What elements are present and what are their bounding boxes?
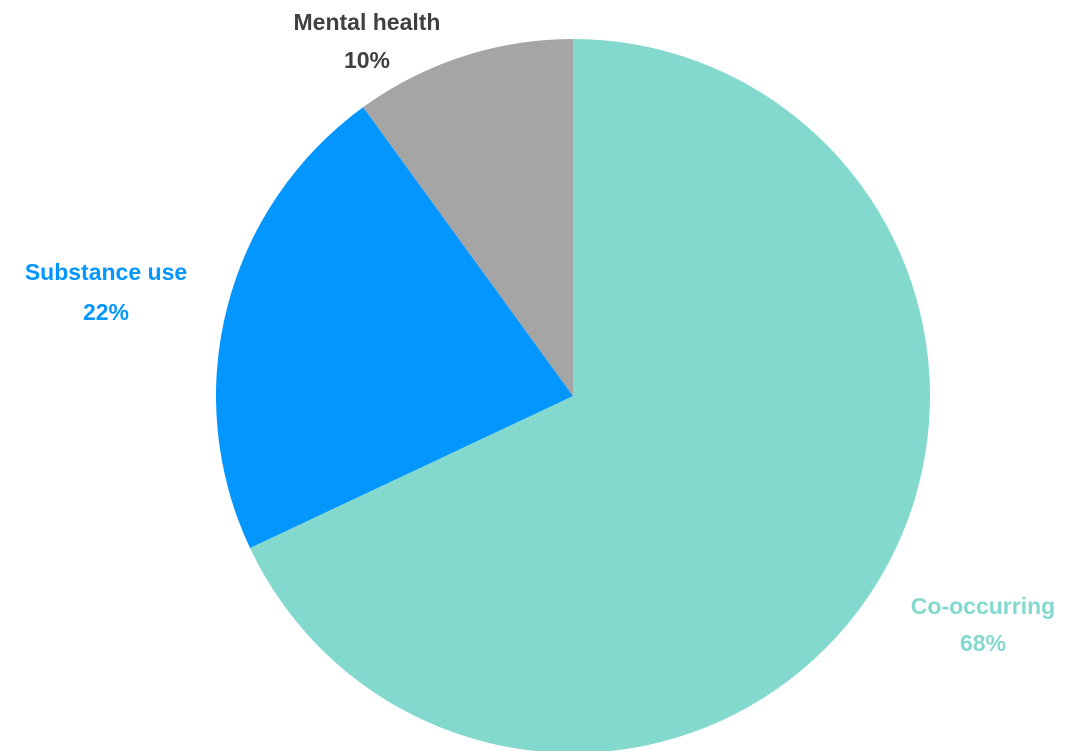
slice-value-substance-use: 22% (83, 299, 129, 325)
pie-slices (216, 38, 931, 753)
pie-labels: Co-occurring 68% Substance use 22% Mental he… (25, 9, 1055, 656)
pie-slice-substance-use (216, 107, 573, 549)
slice-value-co-occurring: 68% (960, 630, 1006, 656)
pie-slice-co-occurring (249, 38, 931, 753)
slice-label-mental-health: Mental health (294, 9, 441, 35)
slice-label-co-occurring: Co-occurring (911, 593, 1055, 619)
pie-slice-mental-health (363, 39, 573, 396)
slice-value-mental-health: 10% (344, 47, 390, 73)
slice-label-substance-use: Substance use (25, 259, 187, 285)
